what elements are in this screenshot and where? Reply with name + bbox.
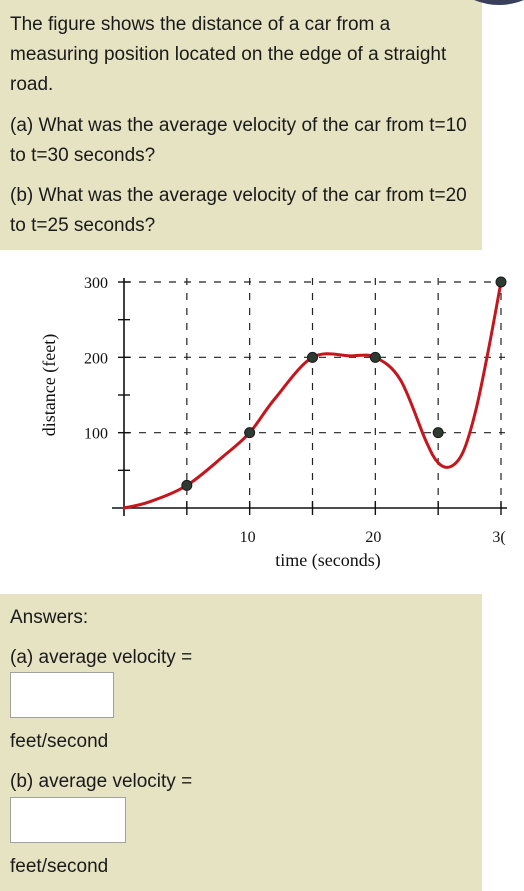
answer-a-input[interactable] <box>10 672 114 718</box>
distance-time-chart: 100 200 300 10 20 3( time (seconds) distance (f… <box>0 250 524 594</box>
question-part-a: (a) What was the average velocity of the… <box>10 115 467 166</box>
chart-grid <box>124 278 505 508</box>
answers-panel: Answers: (a) average velocity = feet/sec… <box>0 594 482 891</box>
answer-b-input[interactable] <box>10 797 126 843</box>
x-tick-label: 10 <box>240 529 256 546</box>
data-point-marker <box>244 427 256 439</box>
y-tick-label: 100 <box>84 426 108 443</box>
x-axis-title: time (seconds) <box>275 550 380 571</box>
data-point-marker <box>369 351 381 363</box>
data-point-marker <box>307 351 318 363</box>
corner-decoration <box>474 0 524 5</box>
question-intro: The figure shows the distance of a car f… <box>10 14 447 95</box>
x-tick-label: 20 <box>365 529 381 546</box>
chart-axes <box>112 278 507 516</box>
answer-b-label: (b) average velocity = <box>10 771 193 792</box>
data-point-marker <box>495 276 507 288</box>
answer-a-label: (a) average velocity = <box>10 647 193 668</box>
y-axis-title: distance (feet) <box>39 334 60 436</box>
chart-svg: 100 200 300 10 20 3( time (seconds) distance (f… <box>39 275 507 571</box>
answer-b-unit: feet/second <box>10 856 109 877</box>
chart-markers <box>181 276 507 491</box>
y-tick-label: 200 <box>84 350 108 367</box>
data-point-marker <box>181 479 193 491</box>
answer-a-unit: feet/second <box>10 731 109 752</box>
answers-heading: Answers: <box>10 607 89 628</box>
x-tick-label: 3( <box>492 529 505 546</box>
question-panel: The figure shows the distance of a car f… <box>0 0 482 250</box>
question-part-b: (b) What was the average velocity of the… <box>10 185 467 236</box>
chart-labels: 100 200 300 10 20 3( time (seconds) distance (f… <box>39 275 506 571</box>
y-tick-label: 300 <box>84 275 108 292</box>
data-point-marker <box>432 427 444 439</box>
